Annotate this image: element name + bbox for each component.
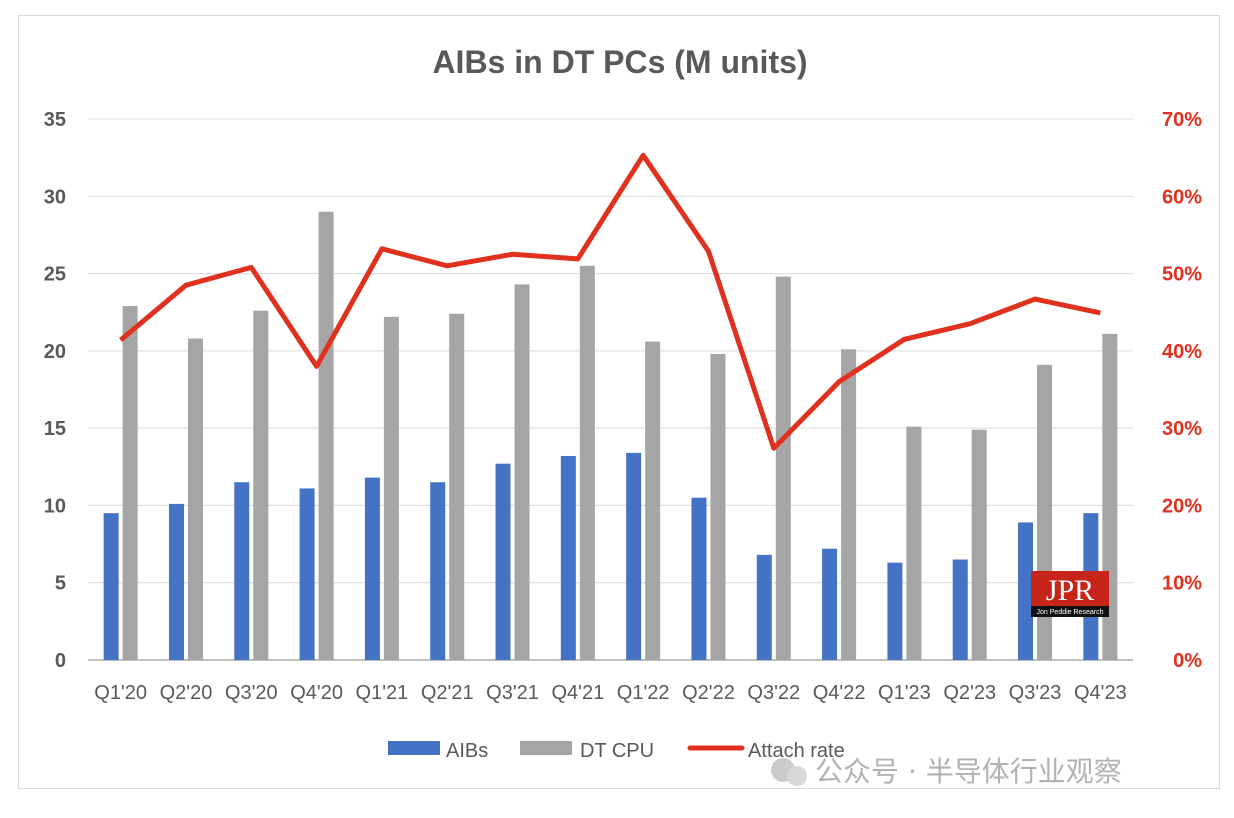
- x-tick: Q4'21: [551, 682, 604, 704]
- legend: AIBs DT CPU Attach rate: [388, 740, 845, 762]
- bar-aibs: [756, 554, 772, 660]
- x-tick: Q3'20: [225, 682, 278, 704]
- bar-aibs: [691, 497, 707, 660]
- bar-dt-cpu: [383, 316, 399, 660]
- y-right-tick: 20%: [1162, 495, 1202, 517]
- y-left-tick: 35: [44, 109, 66, 131]
- y-left-tick: 15: [44, 418, 66, 440]
- bar-dt-cpu: [253, 310, 269, 660]
- y-right-tick: 0%: [1173, 650, 1202, 672]
- y-right-tick: 10%: [1162, 573, 1202, 595]
- bar-aibs: [299, 488, 315, 660]
- bar-dt-cpu: [318, 211, 334, 660]
- y-left-tick: 0: [55, 650, 66, 672]
- watermark: 公众号 · 半导体行业观察: [771, 755, 1122, 788]
- y-left-tick: 10: [44, 495, 66, 517]
- x-tick: Q2'21: [421, 682, 474, 704]
- x-tick: Q3'23: [1009, 682, 1062, 704]
- bar-dt-cpu: [122, 306, 138, 660]
- bar-dt-cpu: [710, 353, 726, 660]
- bar-aibs: [822, 548, 838, 660]
- y-right-tick: 70%: [1162, 109, 1202, 131]
- legend-swatch-dt-cpu: [520, 741, 572, 755]
- bar-aibs: [168, 503, 184, 660]
- svg-text:Jon Peddie Research: Jon Peddie Research: [1037, 609, 1104, 616]
- bar-dt-cpu: [579, 265, 595, 660]
- legend-swatch-aibs: [388, 741, 440, 755]
- bar-aibs: [103, 513, 119, 660]
- bar-aibs: [234, 482, 250, 660]
- x-tick: Q3'22: [747, 682, 800, 704]
- x-tick: Q1'21: [356, 682, 409, 704]
- x-tick: Q4'20: [290, 682, 343, 704]
- jpr-logo: JPR Jon Peddie Research: [1031, 571, 1109, 617]
- bar-dt-cpu: [645, 341, 661, 660]
- bar-aibs: [1018, 522, 1034, 660]
- y-left-tick: 20: [44, 341, 66, 363]
- x-tick: Q2'23: [943, 682, 996, 704]
- bar-dt-cpu: [841, 349, 857, 660]
- bar-dt-cpu: [775, 276, 791, 660]
- bar-aibs: [560, 455, 576, 660]
- bar-dt-cpu: [187, 338, 203, 660]
- x-tick: Q3'21: [486, 682, 539, 704]
- x-tick: Q1'20: [94, 682, 147, 704]
- chart-frame: [18, 15, 1220, 789]
- y-left-tick: 25: [44, 264, 66, 286]
- legend-label: AIBs: [446, 740, 488, 762]
- y-left-tick: 30: [44, 186, 66, 208]
- x-tick: Q1'23: [878, 682, 931, 704]
- bar-aibs: [495, 463, 511, 660]
- svg-text:JPR: JPR: [1046, 574, 1094, 607]
- watermark-text: 公众号 · 半导体行业观察: [815, 755, 1122, 788]
- bar-dt-cpu: [449, 313, 465, 660]
- bar-aibs: [626, 452, 642, 660]
- y-right-tick: 40%: [1162, 341, 1202, 363]
- x-tick: Q4'23: [1074, 682, 1127, 704]
- y-right-tick: 30%: [1162, 418, 1202, 440]
- bar-aibs: [952, 559, 968, 660]
- y-right-tick: 60%: [1162, 186, 1202, 208]
- bar-dt-cpu: [906, 426, 922, 660]
- x-tick: Q2'22: [682, 682, 735, 704]
- x-tick: Q4'22: [813, 682, 866, 704]
- y-left-tick: 5: [55, 573, 66, 595]
- bar-aibs: [887, 562, 903, 660]
- line-attach-rate: [119, 152, 1101, 451]
- y-right-tick: 50%: [1162, 264, 1202, 286]
- legend-label: Attach rate: [748, 740, 845, 762]
- bar-aibs: [364, 477, 380, 660]
- x-tick: Q1'22: [617, 682, 670, 704]
- bar-aibs: [430, 482, 446, 660]
- chart-title: AIBs in DT PCs (M units): [432, 44, 807, 80]
- bar-dt-cpu: [971, 429, 987, 660]
- bar-dt-cpu: [514, 284, 530, 660]
- legend-label: DT CPU: [580, 740, 654, 762]
- x-tick: Q2'20: [160, 682, 213, 704]
